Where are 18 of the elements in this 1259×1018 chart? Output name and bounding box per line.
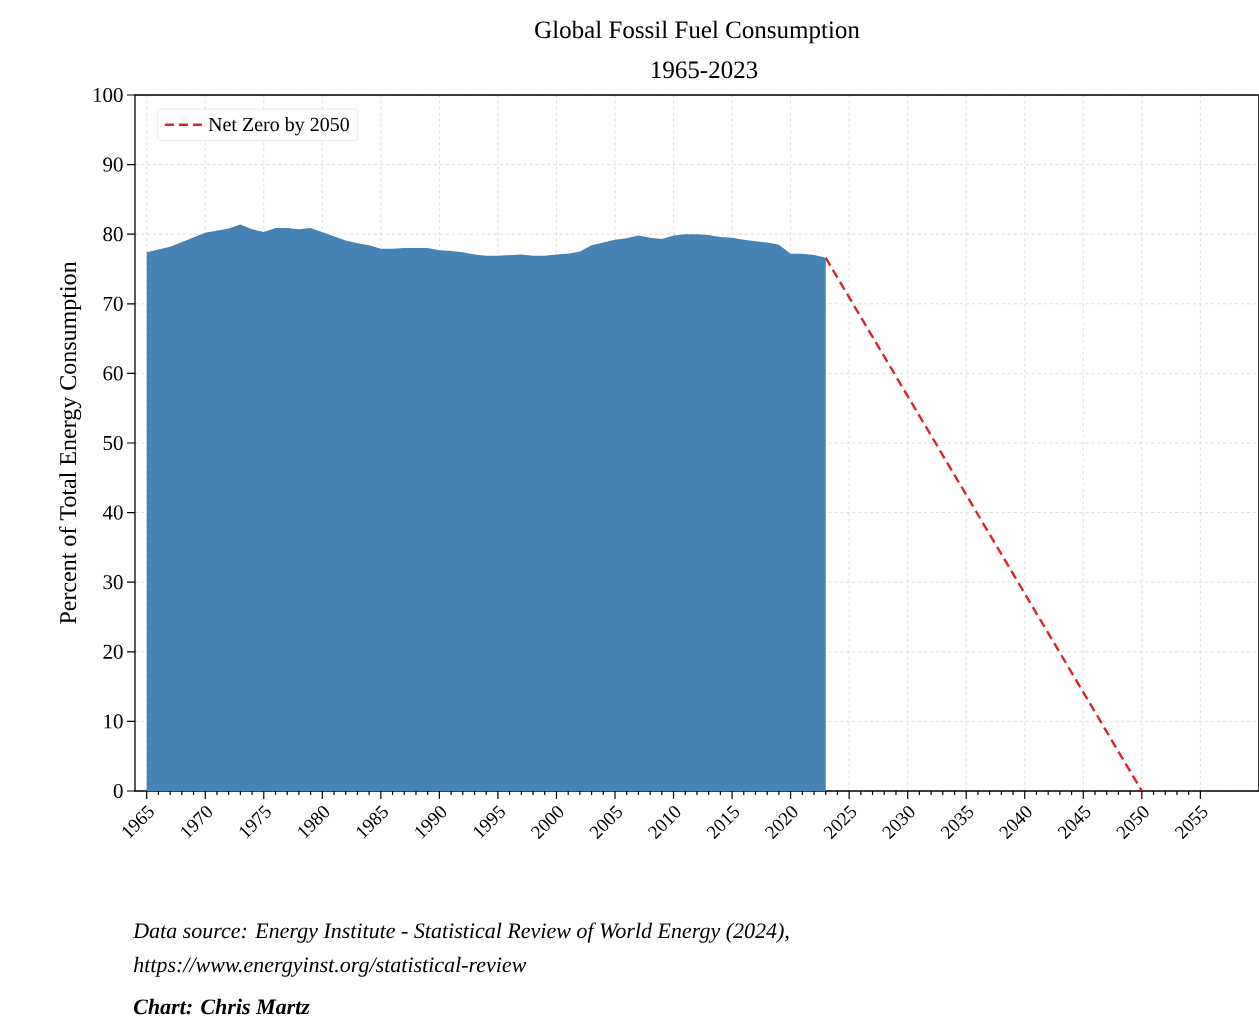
chart-subtitle: 1965-2023 xyxy=(652,61,758,79)
y-tick-label: 70 xyxy=(103,296,123,311)
y-tick-label: 10 xyxy=(104,714,123,729)
y-tick-label: 100 xyxy=(93,87,123,103)
y-tick-label: 60 xyxy=(103,366,123,381)
legend-label: Net Zero by 2050 xyxy=(208,117,349,136)
y-axis-title: Percent of Total Energy Consumption xyxy=(59,261,82,624)
text: Chart: Chris Martz xyxy=(133,998,310,1015)
y-tick-label: 0 xyxy=(113,783,123,799)
y-tick-label: 20 xyxy=(103,644,123,659)
y-tick-label: 80 xyxy=(103,227,123,242)
text: https://www.energyinst.org/statistical-review xyxy=(134,956,527,977)
chart-title: Global Fossil Fuel Consumption xyxy=(535,20,860,44)
y-tick-label: 90 xyxy=(103,157,123,172)
source-note: Data source: Energy Institute - Statistical Review of World Energy (2024), xyxy=(132,922,789,943)
y-tick-label: 40 xyxy=(102,505,123,520)
y-tick-label: 50 xyxy=(103,435,123,451)
y-tick-label: 30 xyxy=(103,575,123,590)
